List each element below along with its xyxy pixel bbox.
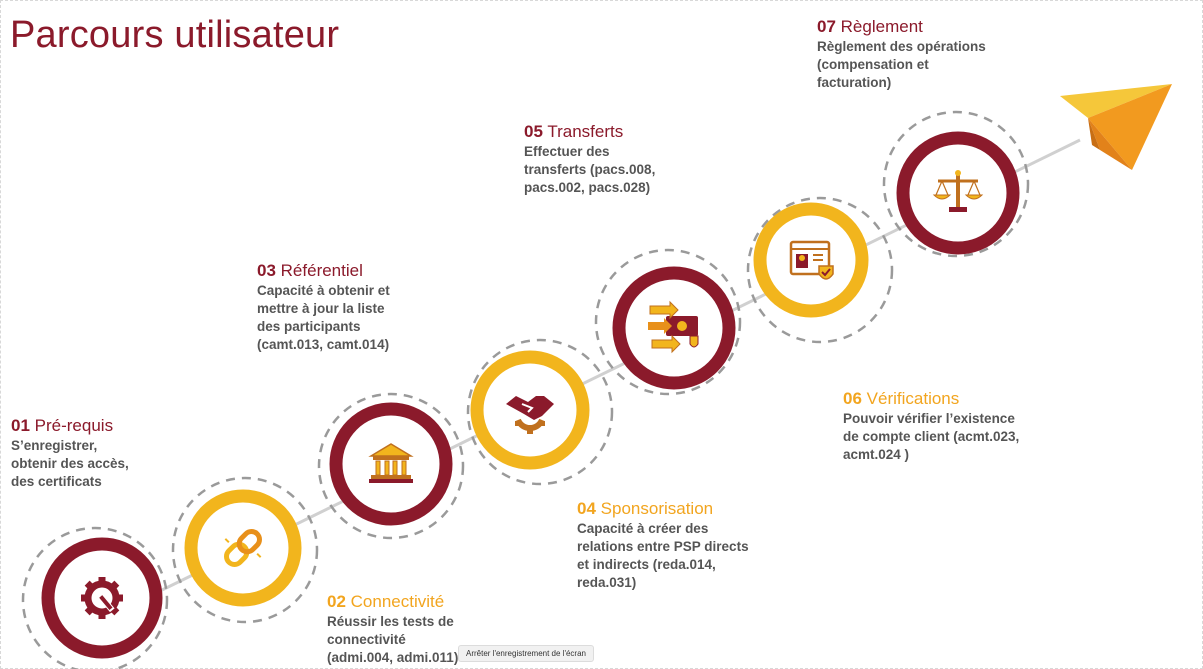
step-01-heading: 01 Pré-requis: [11, 416, 271, 436]
step-name: Connectivité: [350, 592, 445, 611]
step-number: 07: [817, 17, 836, 36]
step-description: Capacité à obtenir et mettre à jour la l…: [257, 282, 517, 354]
desc-line: (camt.013, camt.014): [257, 337, 390, 352]
desc-line: relations entre PSP directs: [577, 539, 749, 554]
desc-line: transferts (pacs.008,: [524, 162, 656, 177]
desc-line: Pouvoir vérifier l’existence: [843, 411, 1015, 426]
desc-line: (compensation et: [817, 57, 929, 72]
step-04-heading: 04 Sponsorisation: [577, 499, 837, 519]
step-name: Référentiel: [280, 261, 363, 280]
step-02-text: 02 Connectivité Réussir les tests de con…: [327, 592, 587, 667]
desc-line: acmt.024 ): [843, 447, 910, 462]
step-number: 03: [257, 261, 276, 280]
step-02-heading: 02 Connectivité: [327, 592, 587, 612]
step-name: Règlement: [840, 17, 923, 36]
step-name: Pré-requis: [34, 416, 114, 435]
bank-building-icon: [368, 443, 414, 483]
desc-line: Règlement des opérations: [817, 39, 986, 54]
paper-plane-icon: [1060, 84, 1172, 170]
desc-line: reda.031): [577, 575, 637, 590]
gear-wrench-icon: [81, 577, 123, 619]
balance-scale-icon: [932, 170, 984, 212]
step-06-heading: 06 Vérifications: [843, 389, 1103, 409]
step-description: Capacité à créer des relations entre PSP…: [577, 520, 837, 592]
step-03-ring: [329, 402, 453, 526]
step-number: 06: [843, 389, 862, 408]
step-05-text: 05 Transferts Effectuer des transferts (…: [524, 122, 784, 197]
desc-line: des participants: [257, 319, 361, 334]
desc-line: mettre à jour la liste: [257, 301, 385, 316]
step-number: 02: [327, 592, 346, 611]
desc-line: Capacité à créer des: [577, 521, 709, 536]
step-name: Transferts: [547, 122, 624, 141]
step-name: Sponsorisation: [600, 499, 714, 518]
step-04-text: 04 Sponsorisation Capacité à créer des r…: [577, 499, 837, 592]
desc-line: et indirects (reda.014,: [577, 557, 716, 572]
step-description: S’enregistrer, obtenir des accès, des ce…: [11, 437, 271, 491]
step-number: 01: [11, 416, 30, 435]
money-transfer-icon: [648, 300, 699, 354]
step-05-heading: 05 Transferts: [524, 122, 784, 142]
step-01-text: 01 Pré-requis S’enregistrer, obtenir des…: [11, 416, 271, 491]
step-03-text: 03 Référentiel Capacité à obtenir et met…: [257, 261, 517, 354]
desc-line: S’enregistrer,: [11, 438, 98, 453]
desc-line: connectivité: [327, 632, 406, 647]
step-description: Effectuer des transferts (pacs.008, pacs…: [524, 143, 784, 197]
dashed-ring: [317, 392, 465, 540]
page-title: Parcours utilisateur: [10, 14, 340, 56]
desc-line: Capacité à obtenir et: [257, 283, 390, 298]
desc-line: Effectuer des: [524, 144, 610, 159]
desc-line: Réussir les tests de: [327, 614, 454, 629]
desc-line: (admi.004, admi.011): [327, 650, 459, 665]
step-description: Règlement des opérations (compensation e…: [817, 38, 1077, 92]
dashed-ring: [746, 196, 894, 344]
step-number: 05: [524, 122, 543, 141]
dashed-ring: [21, 526, 169, 669]
dashed-ring: [882, 110, 1030, 258]
verified-profile-icon: [789, 240, 834, 280]
dashed-ring: [466, 338, 614, 486]
desc-line: obtenir des accès,: [11, 456, 129, 471]
step-number: 04: [577, 499, 596, 518]
step-07-heading: 07 Règlement: [817, 17, 1077, 37]
step-03-heading: 03 Référentiel: [257, 261, 517, 281]
handshake-gear-icon: [506, 396, 554, 434]
dashed-ring: [171, 476, 319, 624]
step-description: Pouvoir vérifier l’existence de compte c…: [843, 410, 1103, 464]
step-06-text: 06 Vérifications Pouvoir vérifier l’exis…: [843, 389, 1103, 464]
desc-line: de compte client (acmt.023,: [843, 429, 1020, 444]
desc-line: pacs.002, pacs.028): [524, 180, 651, 195]
desc-line: des certificats: [11, 474, 102, 489]
step-description: Réussir les tests de connectivité (admi.…: [327, 613, 587, 667]
step-07-text: 07 Règlement Règlement des opérations (c…: [817, 17, 1077, 92]
stop-recording-tooltip[interactable]: Arrêter l'enregistrement de l'écran: [458, 645, 594, 662]
dashed-ring: [594, 248, 742, 396]
desc-line: facturation): [817, 75, 892, 90]
chain-link-icon: [224, 529, 262, 567]
step-name: Vérifications: [866, 389, 960, 408]
